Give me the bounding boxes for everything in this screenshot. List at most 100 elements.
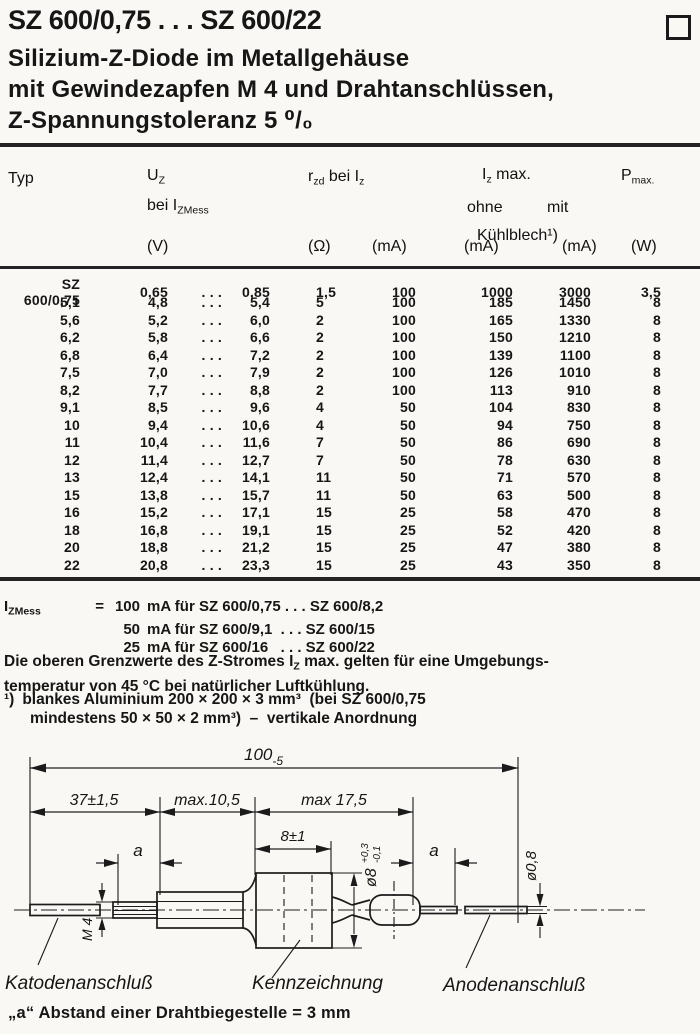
cell-uz-min: 0,65 — [139, 284, 168, 300]
cathode-label: Katodenanschluß — [5, 973, 153, 994]
table-body: SZ 600/0,75 0,65 . . . 0,85 1,5 100 1000… — [8, 276, 661, 574]
cell-dots: . . . — [201, 557, 222, 573]
cell-typ: 5,6 — [59, 311, 80, 328]
corner-checkbox-icon — [666, 15, 691, 40]
cell-dots: . . . — [201, 284, 222, 300]
subtitle-line-3: Z-Spannungstoleranz 5 ⁰/₀ — [8, 107, 314, 134]
table-row: 9,1 8,5 . . . 9,6 4 50 104 830 8 — [8, 399, 661, 417]
cell-uz-max: 21,2 — [241, 539, 270, 556]
anode-wire-1 — [419, 905, 458, 915]
izmess-symbol: IZMess — [4, 598, 41, 621]
table-row: 6,2 5,8 . . . 6,6 2 100 150 1210 8 — [8, 329, 661, 347]
cell-iz: 50 — [400, 469, 416, 486]
unit-watt: (W) — [631, 238, 657, 255]
cell-izmax-ohne: 113 — [489, 381, 513, 398]
cell-uz-min: 7,7 — [147, 381, 168, 398]
cell-iz: 100 — [392, 294, 416, 311]
table-row: 5,1 4,8 . . . 5,4 5 100 185 1450 8 — [8, 294, 661, 312]
cell-pmax: 8 — [653, 381, 661, 398]
cell-iz: 100 — [392, 329, 416, 346]
cell-typ: 5,1 — [59, 294, 80, 311]
bei-base: bei I — [147, 197, 178, 214]
equals-sign: = — [95, 598, 104, 615]
cell-izmax-mit: 470 — [567, 504, 591, 521]
cell-izmax-ohne: 139 — [489, 346, 513, 363]
izmess-line-2: 50 mA für SZ 600/9,1 . . . SZ 600/15 — [4, 621, 383, 639]
cell-izmax-ohne: 165 — [489, 311, 513, 328]
rzd-sub2: z — [359, 175, 365, 188]
cell-iz: 100 — [392, 284, 416, 300]
cell-pmax: 8 — [653, 329, 661, 346]
izmess-value: 50 — [123, 620, 140, 638]
cell-dots: . . . — [201, 521, 222, 538]
table-row: 8,2 7,7 . . . 8,8 2 100 113 910 8 — [8, 381, 661, 399]
svg-text:-0,1: -0,1 — [372, 846, 383, 863]
subtitle-line-1: Silizium-Z-Diode im Metallgehäuse — [8, 45, 410, 72]
cell-rzd: 15 — [316, 521, 332, 538]
cell-izmax-ohne: 126 — [489, 364, 513, 381]
cell-uz-max: 0,85 — [241, 284, 270, 300]
cell-typ: 20 — [64, 539, 80, 556]
cell-typ: 16 — [64, 504, 80, 521]
cell-izmax-mit: 570 — [567, 469, 591, 486]
cell-rzd: 11 — [316, 469, 332, 486]
cell-uz-min: 15,2 — [139, 504, 168, 521]
cell-iz: 100 — [392, 364, 416, 381]
table-row: 22 20,8 . . . 23,3 15 25 43 350 8 — [8, 556, 661, 574]
izmax-base: I — [482, 166, 487, 183]
footnote-marker: ¹) — [4, 691, 15, 708]
cell-typ: 15 — [64, 486, 80, 503]
cell-dots: . . . — [201, 381, 222, 398]
cell-izmax-mit: 1450 — [559, 294, 591, 311]
cell-typ: 6,8 — [59, 346, 80, 363]
cell-dots: . . . — [201, 294, 222, 311]
izmess-sub: ZMess — [8, 605, 41, 618]
cell-uz-max: 19,1 — [241, 521, 270, 538]
cell-uz-max: 11,6 — [242, 434, 270, 451]
izmess-line-3: 25 mA für SZ 600/16 . . . SZ 600/22 — [4, 639, 383, 657]
cell-pmax: 8 — [653, 294, 661, 311]
cell-uz-min: 5,2 — [147, 311, 168, 328]
cell-pmax: 8 — [653, 434, 661, 451]
cell-dots: . . . — [201, 504, 222, 521]
pmax-sub: max. — [631, 174, 655, 187]
cell-uz-max: 7,2 — [249, 346, 270, 363]
subtitle: Silizium-Z-Diode im Metallgehäuse mit Ge… — [8, 43, 554, 136]
cell-typ: 6,2 — [59, 329, 80, 346]
cell-izmax-ohne: 71 — [497, 469, 513, 486]
cell-uz-min: 13,8 — [139, 486, 168, 503]
cell-uz-min: 4,8 — [147, 294, 168, 311]
izmess-value: 25 — [123, 639, 140, 657]
cell-pmax: 8 — [653, 521, 661, 538]
uz-base: U — [147, 167, 159, 184]
izmax-rest: max. — [491, 166, 531, 183]
cell-izmax-mit: 1210 — [559, 329, 591, 346]
col-header-typ: Typ — [8, 170, 34, 187]
unit-ohm: (Ω) — [308, 238, 331, 255]
anode-label: Anodenanschluß — [442, 975, 586, 996]
cell-uz-max: 6,6 — [249, 329, 270, 346]
cell-rzd: 15 — [316, 504, 332, 521]
dim-overall-label: 100-5 — [244, 745, 283, 768]
cell-rzd: 2 — [316, 346, 324, 363]
col-header-kuehlblech: Kühlblech¹) — [477, 227, 558, 244]
cell-izmax-mit: 1100 — [559, 346, 591, 363]
divider-table-bottom — [0, 577, 700, 581]
cell-iz: 50 — [400, 416, 416, 433]
table-row: 10 9,4 . . . 10,6 4 50 94 750 8 — [8, 416, 661, 434]
cell-pmax: 8 — [653, 451, 661, 468]
marking-label: Kennzeichnung — [252, 973, 383, 994]
cell-izmax-mit: 910 — [567, 381, 591, 398]
cell-izmax-ohne: 43 — [497, 557, 513, 573]
cell-dots: . . . — [201, 451, 222, 468]
cell-izmax-ohne: 1000 — [481, 284, 513, 300]
izmess-notes: IZMess = 100 mA für SZ 600/0,75 . . . SZ … — [4, 598, 383, 658]
cell-pmax: 8 — [653, 364, 661, 381]
cell-izmax-mit: 690 — [567, 434, 591, 451]
cell-typ: 18 — [64, 521, 80, 538]
rzd-mid: bei I — [324, 168, 360, 185]
table-row: 12 11,4 . . . 12,7 7 50 78 630 8 — [8, 451, 661, 469]
ambient-note-sub: Z — [293, 660, 300, 673]
cell-rzd: 15 — [316, 539, 332, 556]
